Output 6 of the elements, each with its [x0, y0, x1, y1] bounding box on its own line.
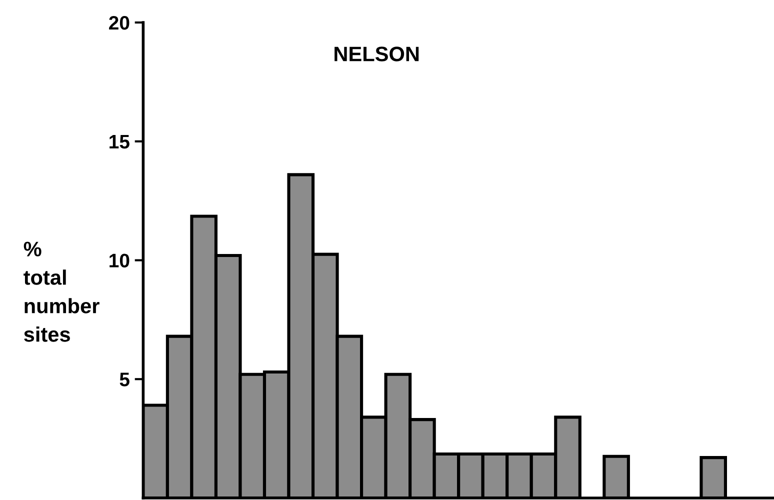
y-tick-label: 20	[109, 16, 130, 30]
y-tick-label: 10	[110, 254, 130, 268]
y-tick-label: 5	[120, 372, 130, 386]
y-axis-title: % total number sites	[24, 242, 100, 342]
y-tick-label: 15	[110, 135, 130, 149]
text: NELSON	[334, 46, 419, 62]
